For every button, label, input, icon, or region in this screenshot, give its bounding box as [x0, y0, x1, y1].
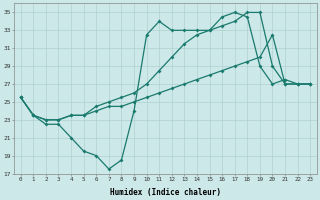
X-axis label: Humidex (Indice chaleur): Humidex (Indice chaleur): [110, 188, 221, 197]
